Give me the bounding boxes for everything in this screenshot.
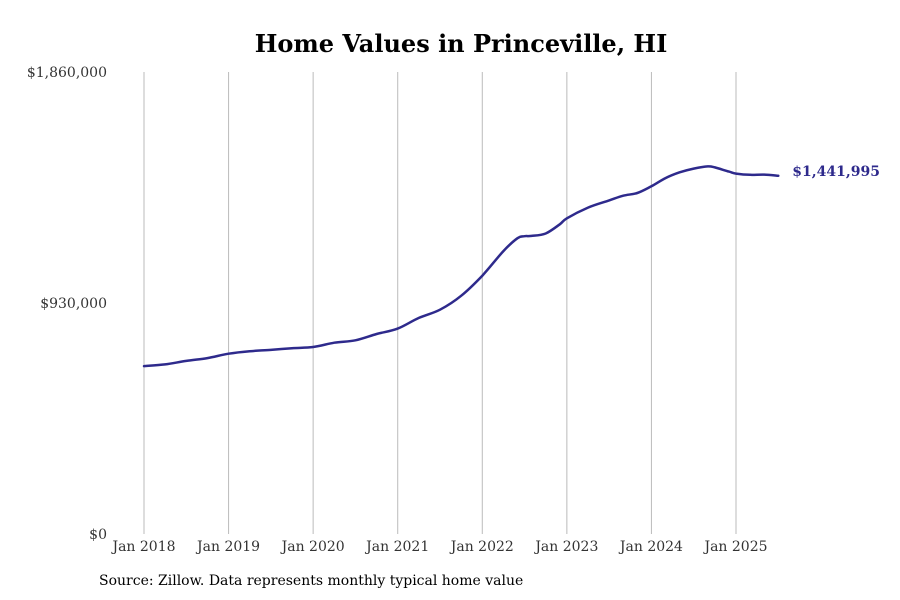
y-tick-label: $0 <box>89 527 107 543</box>
x-tick-label: Jan 2020 <box>280 539 345 555</box>
x-tick-label: Jan 2021 <box>364 539 429 555</box>
x-tick-label: Jan 2019 <box>195 539 260 555</box>
series-line <box>142 165 780 368</box>
source-note: Source: Zillow. Data represents monthly … <box>99 573 524 589</box>
x-tick-label: Jan 2023 <box>533 539 598 555</box>
y-tick-label: $930,000 <box>40 296 107 312</box>
x-tick-label: Jan 2025 <box>702 539 767 555</box>
x-tick-label: Jan 2022 <box>449 539 514 555</box>
chart-title: Home Values in Princeville, HI <box>255 29 668 58</box>
x-tick-label: Jan 2024 <box>618 539 683 555</box>
y-tick-label: $1,860,000 <box>27 65 107 81</box>
x-tick-label: Jan 2018 <box>110 539 175 555</box>
x-axis: Jan 2018 Jan 2019 Jan 2020 Jan 2021 Jan 2022… <box>110 539 767 555</box>
grid-lines <box>143 72 737 534</box>
end-value-label: $1,441,995 <box>792 164 880 180</box>
y-axis: $0 $930,000 $1,860,000 <box>27 65 107 543</box>
